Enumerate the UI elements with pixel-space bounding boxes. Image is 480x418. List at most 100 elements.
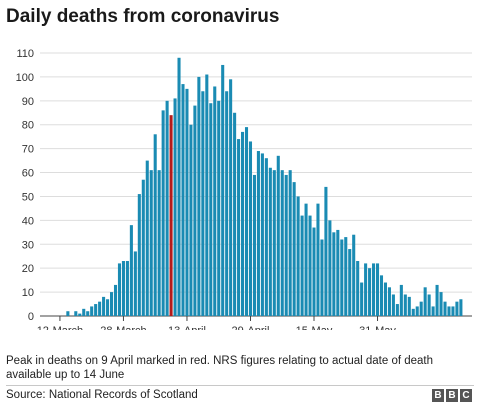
bar [177, 57, 181, 316]
bar [439, 292, 443, 316]
bar [324, 186, 328, 316]
bar [98, 301, 102, 316]
bar [383, 282, 387, 316]
bar [66, 311, 70, 316]
bar [201, 91, 205, 316]
bar [264, 158, 268, 316]
y-tick-label: 70 [22, 144, 34, 156]
bar [117, 263, 122, 316]
bar [217, 100, 221, 316]
bar [308, 215, 312, 316]
bar [149, 170, 153, 316]
bar [268, 167, 272, 316]
bar [427, 294, 431, 316]
footer-divider [6, 385, 474, 386]
bar [447, 306, 451, 316]
bar [276, 155, 280, 316]
bar [435, 284, 439, 316]
bar [189, 124, 193, 317]
bar [161, 110, 165, 316]
bar [344, 237, 348, 316]
x-tick-label: 29-April [232, 325, 270, 330]
bar [90, 306, 94, 316]
bar [213, 86, 217, 316]
bar [137, 194, 141, 316]
bar [173, 98, 177, 316]
bar [280, 170, 284, 316]
bar [320, 239, 324, 316]
y-axis-ticks: 0 10 20 30 40 50 60 70 80 90 100 110 [16, 48, 34, 323]
bar [233, 112, 237, 316]
bar [78, 313, 82, 316]
bar [340, 239, 344, 316]
bar [419, 301, 423, 316]
bar [368, 268, 372, 316]
chart-note: Peak in deaths on 9 April marked in red.… [6, 355, 434, 381]
bar [328, 220, 332, 316]
bar [336, 229, 340, 316]
peak-bar [169, 115, 173, 316]
x-axis-ticks: 12-March 28-March 13-April 29-April 15-May 31… [37, 316, 396, 330]
bar [459, 299, 463, 316]
bar [129, 225, 133, 316]
chart-title: Daily deaths from coronavirus [6, 6, 280, 27]
bar [395, 304, 399, 316]
y-tick-label: 30 [22, 239, 34, 251]
bar [197, 76, 201, 316]
y-tick-label: 20 [22, 263, 34, 275]
bar [431, 306, 435, 316]
bar [237, 139, 241, 316]
bar [364, 263, 368, 316]
bar [225, 91, 229, 316]
bar [185, 88, 189, 316]
y-tick-label: 0 [28, 311, 34, 323]
bar [157, 170, 161, 316]
bar [86, 311, 90, 316]
bar [145, 160, 149, 316]
bar [296, 196, 300, 316]
bar [300, 215, 304, 316]
bar [387, 287, 391, 316]
bar [113, 284, 118, 316]
bar [82, 308, 86, 316]
bar [209, 103, 213, 316]
bar [352, 234, 356, 316]
x-tick-label: 15-May [296, 325, 333, 330]
bar [121, 261, 125, 316]
x-tick-label: 31-May [359, 325, 396, 330]
bar [94, 304, 98, 316]
bar [399, 284, 403, 316]
logo-letter-b2: B [446, 389, 458, 402]
bar [316, 203, 320, 316]
bar [391, 294, 395, 316]
bar [360, 282, 364, 316]
bar [292, 182, 296, 316]
bar [248, 141, 253, 316]
bar [221, 64, 225, 316]
bar [110, 292, 114, 316]
bar [229, 79, 233, 316]
bar [106, 299, 110, 316]
bar [102, 296, 106, 316]
bar [455, 301, 459, 316]
bar [423, 287, 427, 316]
bars [66, 57, 463, 317]
bar [74, 311, 78, 316]
logo-letter-c: C [460, 389, 472, 402]
bar [241, 131, 245, 316]
bbc-logo: B B C [432, 389, 472, 402]
bar [252, 174, 256, 316]
bar [356, 261, 360, 316]
y-tick-label: 80 [22, 120, 34, 132]
bar [407, 296, 411, 316]
bar [348, 249, 352, 316]
bar [205, 74, 209, 316]
bar [415, 306, 419, 316]
bar [443, 301, 447, 316]
bar [260, 153, 264, 316]
y-tick-label: 10 [22, 287, 34, 299]
bar [272, 170, 276, 316]
bar [141, 179, 145, 316]
y-tick-label: 40 [22, 215, 34, 227]
x-tick-label: 13-April [168, 325, 206, 330]
